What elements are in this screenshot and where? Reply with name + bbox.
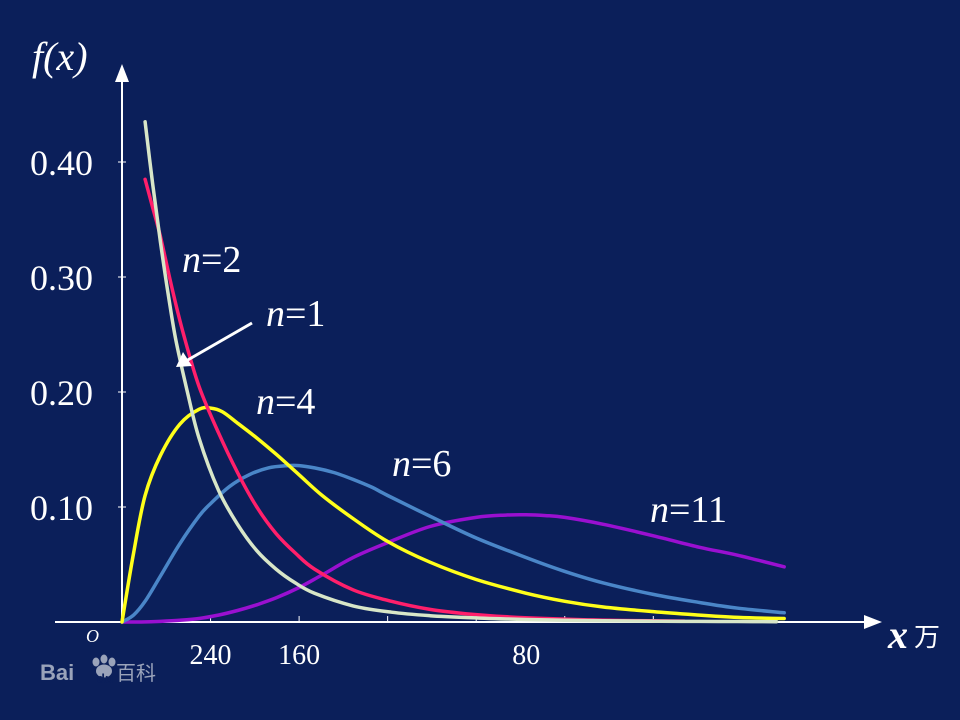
curve-annotations: n=2 n=1 n=4 n=6 n=11: [176, 239, 727, 531]
annotation-n11: n=11: [650, 489, 727, 531]
annotation-n4: n=4: [256, 381, 315, 423]
series-line-n1: [143, 120, 779, 624]
annotation-n2: n=2: [182, 239, 241, 281]
annotation-n1-arrow-head: [176, 352, 192, 367]
annotation-n1-arrow-line: [185, 321, 253, 363]
x-axis-label: x: [887, 612, 908, 657]
origin-label: O: [86, 626, 99, 646]
y-tick-label: 0.30: [30, 258, 93, 298]
x-tick-label: 80: [512, 640, 540, 671]
y-tick-label: 0.20: [30, 373, 93, 413]
series-line-n6: [120, 463, 786, 624]
baidu-paw-text: du: [97, 671, 113, 686]
baidu-suffix-text: 百科: [116, 662, 156, 685]
y-axis-arrow: [115, 64, 129, 82]
y-ticks: 0.10 0.20 0.30 0.40: [30, 143, 126, 528]
paw-icon: [92, 654, 116, 678]
curves: [120, 120, 786, 624]
x-ticks: 240 160 80: [190, 616, 654, 671]
x-axis-arrow: [864, 615, 882, 629]
baidu-watermark: Bai du 百科: [40, 654, 156, 686]
y-axis-label: f(x): [32, 34, 88, 79]
series-line-n4: [120, 405, 786, 624]
annotation-n1: n=1: [266, 293, 325, 335]
series-line-n11: [120, 512, 786, 624]
x-tick-label: 240: [190, 640, 232, 671]
baidu-brand-text: Bai: [40, 660, 74, 685]
x-axis-unit: 万: [914, 623, 940, 653]
annotation-n6: n=6: [392, 443, 451, 485]
y-tick-label: 0.40: [30, 143, 93, 183]
x-tick-label: 160: [278, 640, 320, 671]
y-tick-label: 0.10: [30, 488, 93, 528]
